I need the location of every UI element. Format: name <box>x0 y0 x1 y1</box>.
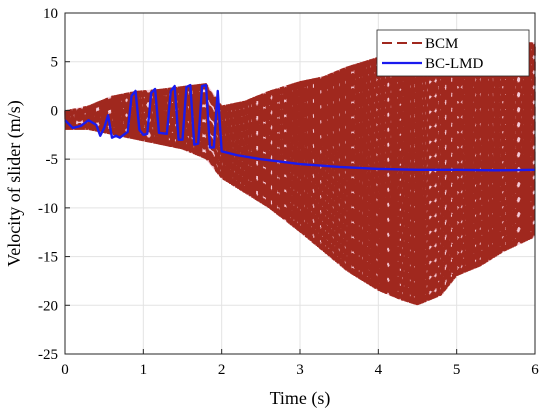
x-tick-label: 0 <box>61 362 69 378</box>
x-tick-label: 1 <box>140 362 148 378</box>
series-bc-lmd-group <box>64 83 536 172</box>
legend-box <box>376 29 530 77</box>
legend: BCM BC-LMD <box>376 29 530 77</box>
legend-label-bcm: BCM <box>425 36 458 52</box>
y-tick-label: 5 <box>51 55 59 71</box>
y-tick-label: -20 <box>38 298 58 314</box>
series-bc-lmd-line <box>64 83 536 172</box>
x-tick-label: 5 <box>453 362 461 378</box>
y-tick-label: -10 <box>38 201 58 217</box>
x-tick-label: 6 <box>531 362 539 378</box>
x-tick-label: 3 <box>296 362 304 378</box>
y-axis-ticks: 10 5 0 -5 -10 -15 -20 -25 <box>38 6 70 363</box>
y-tick-label: -5 <box>46 152 59 168</box>
y-axis-label: Velocity of slider (m/s) <box>4 100 25 266</box>
y-tick-label: 10 <box>43 6 58 22</box>
x-axis-label: Time (s) <box>270 388 331 409</box>
x-tick-label: 2 <box>218 362 226 378</box>
y-tick-label: -25 <box>38 347 58 363</box>
series-bcm-line <box>64 42 536 306</box>
legend-label-bc-lmd: BC-LMD <box>425 56 484 72</box>
series-bcm-group <box>64 42 536 306</box>
x-tick-label: 4 <box>375 362 383 378</box>
y-tick-label: 0 <box>51 103 59 119</box>
y-tick-label: -15 <box>38 250 58 266</box>
x-axis-ticks: 0 1 2 3 4 5 6 <box>61 349 539 378</box>
